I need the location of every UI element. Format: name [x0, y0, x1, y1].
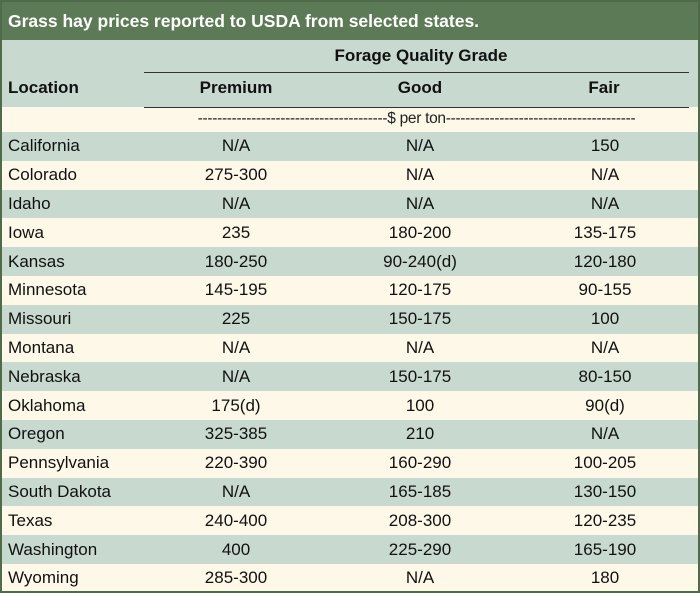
table-row: Missouri 225 150-175 100	[2, 304, 698, 334]
fair-price-cell: 100-205	[573, 453, 637, 473]
good-price-cell: 120-175	[388, 280, 452, 300]
good-price-cell: 90-240(d)	[383, 251, 457, 271]
premium-price-cell: 180-250	[204, 251, 268, 271]
table-row: Oregon 325-385 210 N/A	[2, 419, 698, 449]
units-row: ---------------------------------------$…	[2, 107, 698, 132]
premium-price-cell: 400	[221, 539, 251, 559]
premium-price-cell: N/A	[221, 136, 251, 156]
premium-price-cell: N/A	[221, 481, 251, 501]
table-row: Wyoming 285-300 N/A 180	[2, 563, 698, 591]
table-row: Kansas 180-250 90-240(d) 120-180	[2, 247, 698, 276]
fair-price-cell: N/A	[590, 165, 620, 185]
good-price-cell: 208-300	[388, 510, 452, 530]
fair-price-cell: 135-175	[573, 222, 637, 242]
location-cell: Kansas	[8, 251, 65, 271]
premium-price-cell: N/A	[221, 366, 251, 386]
table-body: California N/A N/A 150 Colorado 275-300 N/A N/A…	[2, 132, 698, 591]
good-price-cell: 150-175	[388, 309, 452, 329]
fair-price-cell: 120-235	[573, 510, 637, 530]
premium-price-cell: 325-385	[204, 424, 268, 444]
premium-price-cell: N/A	[221, 337, 251, 357]
fair-price-cell: 165-190	[573, 539, 637, 559]
fair-price-cell: N/A	[590, 193, 620, 213]
fair-price-cell: 150	[590, 136, 620, 156]
table-row: Iowa 235 180-200 135-175	[2, 218, 698, 248]
premium-price-cell: 145-195	[204, 280, 268, 300]
location-cell: Montana	[8, 337, 75, 357]
good-price-cell: 160-290	[388, 453, 452, 473]
premium-price-cell: 240-400	[204, 510, 268, 530]
location-cell: Idaho	[8, 193, 51, 213]
location-cell: Iowa	[8, 222, 44, 242]
location-cell: South Dakota	[8, 481, 112, 501]
table-row: Texas 240-400 208-300 120-235	[2, 506, 698, 536]
units-divider	[144, 107, 689, 108]
location-cell: Minnesota	[8, 280, 87, 300]
table-row: Washington 400 225-290 165-190	[2, 535, 698, 564]
location-cell: Nebraska	[8, 366, 81, 386]
location-cell: Oregon	[8, 424, 65, 444]
table-row: Pennsylvania 220-390 160-290 100-205	[2, 448, 698, 478]
location-cell: Washington	[8, 539, 98, 559]
good-price-cell: 210	[405, 424, 435, 444]
location-cell: Oklahoma	[8, 395, 86, 415]
location-cell: Colorado	[8, 165, 77, 185]
premium-price-cell: 220-390	[204, 453, 268, 473]
good-price-cell: 165-185	[388, 481, 452, 501]
fair-price-cell: 90(d)	[585, 395, 625, 415]
fair-price-cell: 90-155	[578, 280, 632, 300]
table-row: Oklahoma 175(d) 100 90(d)	[2, 391, 698, 420]
table-row: Montana N/A N/A N/A	[2, 333, 698, 363]
good-price-cell: 180-200	[388, 222, 452, 242]
good-price-cell: 150-175	[388, 366, 452, 386]
premium-column-header: Premium	[199, 78, 273, 97]
table-row: Nebraska N/A 150-175 80-150	[2, 362, 698, 392]
table-row: California N/A N/A 150	[2, 132, 698, 161]
good-price-cell: N/A	[405, 165, 435, 185]
premium-price-cell: N/A	[221, 193, 251, 213]
price-table: California N/A N/A 150 Colorado 275-300 N/A N/A…	[2, 132, 698, 591]
good-price-cell: N/A	[405, 568, 435, 588]
good-price-cell: N/A	[405, 337, 435, 357]
units-label: ---------------------------------------$…	[197, 110, 636, 127]
good-price-cell: 225-290	[388, 539, 452, 559]
good-column-header: Good	[397, 78, 443, 97]
premium-price-cell: 285-300	[204, 568, 268, 588]
fair-price-cell: 130-150	[573, 481, 637, 501]
location-column-header: Location	[8, 78, 79, 97]
table-row: South Dakota N/A 165-185 130-150	[2, 477, 698, 507]
good-price-cell: N/A	[405, 136, 435, 156]
good-price-cell: N/A	[405, 193, 435, 213]
fair-price-cell: 100	[590, 309, 620, 329]
location-cell: Texas	[8, 510, 53, 530]
fair-price-cell: 120-180	[573, 251, 637, 271]
fair-price-cell: N/A	[590, 424, 620, 444]
table-title: Grass hay prices reported to USDA from s…	[2, 2, 698, 40]
location-cell: Missouri	[8, 309, 72, 329]
location-cell: Pennsylvania	[8, 453, 110, 473]
fair-price-cell: 80-150	[578, 366, 632, 386]
forage-quality-grade-label: Forage Quality Grade	[334, 46, 508, 65]
premium-price-cell: 175(d)	[211, 395, 261, 415]
location-cell: Wyoming	[8, 568, 79, 588]
header-divider	[144, 72, 689, 73]
table-row: Colorado 275-300 N/A N/A	[2, 160, 698, 190]
premium-price-cell: 235	[221, 222, 251, 242]
table-row: Idaho N/A N/A N/A	[2, 189, 698, 219]
premium-price-cell: 225	[221, 309, 251, 329]
fair-price-cell: 180	[590, 568, 620, 588]
table-row: Minnesota 145-195 120-175 90-155	[2, 275, 698, 305]
premium-price-cell: 275-300	[204, 165, 268, 185]
fair-price-cell: N/A	[590, 337, 620, 357]
good-price-cell: 100	[405, 395, 435, 415]
fair-column-header: Fair	[588, 78, 620, 97]
table-header: Forage Quality Grade Location Premium Go…	[2, 40, 698, 107]
location-cell: California	[8, 136, 80, 156]
